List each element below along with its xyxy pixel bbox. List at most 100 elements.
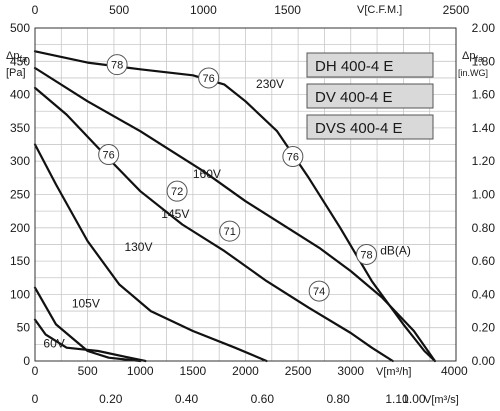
x-axis-label: V[m³/h] <box>376 366 411 378</box>
y-right-tick-label: 1.00 <box>472 188 496 202</box>
y-right-tick-label: 1.40 <box>472 121 496 135</box>
curve-230v <box>33 50 436 363</box>
legend-box <box>306 52 434 78</box>
legend-item: DH 400-4 E <box>306 52 434 78</box>
sound-marker: 76 <box>198 67 220 89</box>
x-top-axis-label: V[C.F.M.] <box>357 4 402 16</box>
y-tick-label: 450 <box>10 54 30 68</box>
sound-marker-circle <box>308 280 330 302</box>
curve-label-60v: 60V <box>43 337 64 351</box>
curve-labels: 230V 160V 145V 130V 105V 60V dB(A) <box>43 77 410 351</box>
x-bottom2-tick-label: 0.40 <box>175 392 199 406</box>
y-tick-label: 250 <box>10 188 30 202</box>
x-top-tick-label: 1500 <box>274 3 301 17</box>
y-tick-label: 50 <box>17 321 31 335</box>
y-right-tick-label: 1.20 <box>472 154 496 168</box>
sound-marker-value: 76 <box>103 150 115 162</box>
legend-label: DVS 400-4 E <box>315 120 403 137</box>
legend-item: DVS 400-4 E <box>306 114 434 140</box>
sound-marker: 74 <box>308 280 330 302</box>
sound-marker: 76 <box>98 144 120 166</box>
sound-marker: 76 <box>282 146 304 168</box>
curve-label-dba: dB(A) <box>380 243 411 257</box>
sound-marker: 71 <box>219 220 241 242</box>
y-right-tick-label: 0.20 <box>472 321 496 335</box>
y-right-tick-label: 1.60 <box>472 88 496 102</box>
sound-marker-value: 76 <box>287 152 299 164</box>
curve-145v <box>33 86 394 363</box>
x-top-tick-label: 1000 <box>190 3 217 17</box>
y-right-tick-label: 0.80 <box>472 221 496 235</box>
x-bottom2-tick-label: 1.00 <box>402 392 426 406</box>
x-top-tick-label: 2500 <box>443 3 470 17</box>
y-tick-label: 300 <box>10 154 30 168</box>
legend-label: DH 400-4 E <box>315 58 393 75</box>
x-bottom2-axis-label: V[m³/s] <box>424 394 459 406</box>
sound-marker-value: 74 <box>313 286 325 298</box>
curve-label-130v: 130V <box>124 240 152 254</box>
y-tick-label: 150 <box>10 254 30 268</box>
x-bottom2-tick-label: 0.20 <box>99 392 123 406</box>
x-bottom2-tick-label: 1.10 <box>385 392 409 406</box>
x-tick-label: 500 <box>78 364 98 378</box>
legend-box <box>306 114 434 140</box>
y-tick-label: 200 <box>10 221 30 235</box>
sound-marker-circle <box>198 67 220 89</box>
x-tick-label: 3000 <box>337 364 364 378</box>
curve-label-105v: 105V <box>72 297 100 311</box>
curve-60v <box>33 318 147 363</box>
curve-label-145v: 145V <box>161 207 189 221</box>
sound-marker-circle <box>98 144 120 166</box>
curve-105v <box>33 286 142 363</box>
x-bottom2-tick-label: 0.60 <box>251 392 275 406</box>
legend-box <box>306 83 434 109</box>
y-axis-unit: [Pa] <box>6 67 26 79</box>
sound-marker-value: 78 <box>360 249 372 261</box>
sound-marker-value: 71 <box>224 226 236 238</box>
y-right-tick-label: 0.00 <box>472 354 496 368</box>
curve-160v <box>33 66 436 363</box>
x-tick-label: 4000 <box>441 364 468 378</box>
sound-marker: 78 <box>356 243 378 265</box>
plot-frame <box>34 27 457 362</box>
y-right-tick-label: 0.40 <box>472 287 496 301</box>
y-axis-label: Δpfa <box>6 50 27 64</box>
sound-marker-circle <box>356 243 378 265</box>
sound-marker: 78 <box>106 54 128 76</box>
y-tick-label: 500 <box>10 21 30 35</box>
y-right-tick-label: 2.00 <box>472 21 496 35</box>
y-right-tick-label: 0.60 <box>472 254 496 268</box>
x-tick-label: 0 <box>32 364 39 378</box>
y-tick-label: 100 <box>10 287 30 301</box>
x-top-tick-label: 0 <box>32 3 39 17</box>
x-top-tick-label: 500 <box>109 3 129 17</box>
legend-label: DV 400-4 E <box>315 89 393 106</box>
legend-item: DV 400-4 E <box>306 83 434 109</box>
x-bottom2-tick-label: 0.80 <box>326 392 350 406</box>
x-tick-label: 2500 <box>285 364 312 378</box>
x-tick-label: 2000 <box>232 364 259 378</box>
legend: DH 400-4 E DV 400-4 E DVS 400-4 E <box>306 52 434 140</box>
performance-curves <box>33 50 436 363</box>
y-tick-label: 400 <box>10 88 30 102</box>
sound-marker-circle <box>219 220 241 242</box>
sound-marker-value: 78 <box>111 60 123 72</box>
x-tick-label: 1000 <box>127 364 154 378</box>
x-tick-label: 1500 <box>180 364 207 378</box>
sound-marker-circle <box>282 146 304 168</box>
sound-marker-value: 76 <box>203 73 215 85</box>
curve-label-230v: 230V <box>256 77 284 91</box>
x-bottom2-tick-label: 0 <box>32 392 39 406</box>
sound-marker: 72 <box>166 180 188 202</box>
curve-label-160v: 160V <box>193 167 221 181</box>
sound-level-markers: 78 76 76 76 72 71 74 78 <box>98 54 378 302</box>
curve-130v <box>33 143 268 363</box>
sound-marker-value: 72 <box>171 186 183 198</box>
sound-marker-circle <box>166 180 188 202</box>
sound-marker-circle <box>106 54 128 76</box>
axes: V[m³/h] V[C.F.M.] V[m³/s] Δpfa [Pa] Δpfa… <box>6 3 495 406</box>
y-right-tick-label: 1.80 <box>472 54 496 68</box>
y-tick-label: 0 <box>23 354 30 368</box>
y-right-axis-label: Δpfa <box>462 50 483 64</box>
